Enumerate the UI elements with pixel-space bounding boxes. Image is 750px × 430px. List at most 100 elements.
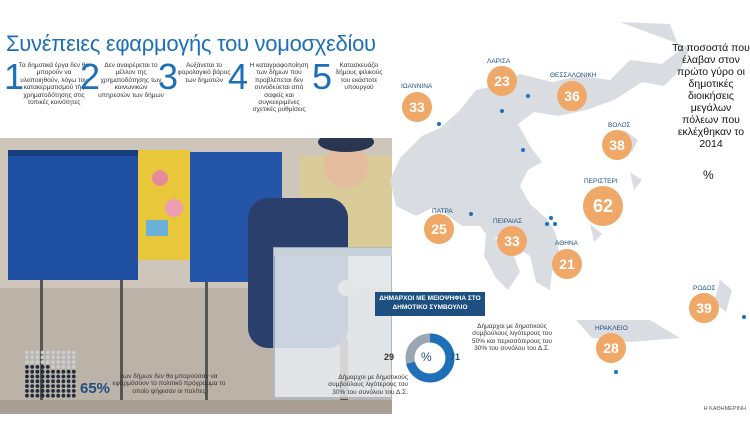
dot-grid-cell bbox=[56, 393, 61, 398]
city-label-piraeus: ΠΕΙΡΑΙΑΣ bbox=[493, 218, 523, 225]
dot-grid-cell bbox=[25, 369, 29, 374]
dot-stat-value: 65% bbox=[80, 380, 111, 397]
location-dot-patra bbox=[469, 212, 473, 216]
dot-grid-cell bbox=[71, 350, 76, 355]
dot-grid-cell bbox=[35, 379, 40, 384]
map-caption: Τα ποσοστά που έλαβαν στον πρώτο γύρο οι… bbox=[672, 42, 750, 150]
donut-segment-major bbox=[405, 333, 455, 383]
step-text: Δεν αναιρέρεται το μέλλον της χρηματοδότ… bbox=[98, 62, 164, 99]
dot-grid-cell bbox=[30, 369, 35, 374]
dot-grid-cell bbox=[30, 393, 35, 398]
step-text: Αυξάνεται το φορολογικό βάρος των δημοτώ… bbox=[177, 62, 231, 84]
dot-grid-cell bbox=[66, 393, 71, 398]
dot-grid-cell bbox=[51, 350, 55, 355]
dot-grid-cell bbox=[71, 384, 76, 388]
dot-grid-cell bbox=[61, 384, 66, 388]
dot-grid-cell bbox=[25, 384, 29, 388]
dot-grid-cell bbox=[66, 355, 71, 360]
step-text: Κατασκευάζει δήμους φιλικούς του εκάστοτ… bbox=[335, 62, 383, 92]
dot-grid-cell bbox=[61, 350, 66, 355]
dot-grid-cell bbox=[56, 360, 61, 364]
dot-grid-cell bbox=[61, 369, 66, 374]
dot-grid-cell bbox=[45, 360, 50, 364]
dot-grid-cell bbox=[51, 355, 55, 360]
dot-grid-cell bbox=[25, 355, 29, 360]
voting-photo bbox=[0, 138, 392, 414]
step-number: 4 bbox=[228, 56, 249, 97]
city-label-peristeri: ΠΕΡΙΣΤΕΡΙ bbox=[584, 178, 618, 185]
dot-grid-cell bbox=[56, 389, 61, 393]
dot-grid-cell bbox=[45, 365, 50, 369]
dot-grid-cell bbox=[45, 350, 50, 355]
dot-grid-cell bbox=[51, 379, 55, 384]
dot-grid-cell bbox=[40, 393, 45, 398]
dot-grid-cell bbox=[56, 374, 61, 379]
dot-grid-cell bbox=[56, 350, 61, 355]
dot-grid-cell bbox=[45, 379, 50, 384]
donut-right-value: 71 bbox=[450, 352, 461, 362]
city-value-piraeus: 33 bbox=[497, 226, 527, 256]
city-value-irakleio: 28 bbox=[596, 333, 626, 363]
dot-grid-cell bbox=[61, 393, 66, 398]
city-value-larisa: 23 bbox=[487, 66, 517, 96]
dot-grid-cell bbox=[25, 360, 29, 364]
step-text: Τα δημοτικά έργα δεν θα μπορούν να υλοπο… bbox=[18, 62, 90, 107]
step-number: 3 bbox=[158, 56, 179, 97]
dot-grid-cell bbox=[45, 369, 50, 374]
dot-grid-cell bbox=[61, 365, 66, 369]
city-value-rodos: 39 bbox=[689, 293, 719, 323]
dot-grid-cell bbox=[45, 374, 50, 379]
dot-grid-cell bbox=[45, 389, 50, 393]
dot-grid-cell bbox=[66, 389, 71, 393]
city-label-rodos: ΡΟΔΟΣ bbox=[693, 285, 716, 292]
credit-text: Η ΚΑΘΗΜΕΡΙΝΗ bbox=[703, 406, 746, 412]
dot-grid-cell bbox=[35, 360, 40, 364]
dot-grid-cell bbox=[40, 389, 45, 393]
dot-grid-cell bbox=[40, 369, 45, 374]
location-dot-rodos bbox=[742, 315, 746, 319]
dot-grid-cell bbox=[35, 389, 40, 393]
donut-chart bbox=[405, 333, 455, 383]
dot-grid-cell bbox=[66, 369, 71, 374]
dot-grid-cell bbox=[66, 374, 71, 379]
dot-grid-cell bbox=[30, 350, 35, 355]
location-dot-peristeri bbox=[549, 216, 553, 220]
dot-grid-cell bbox=[25, 379, 29, 384]
dot-grid-cell bbox=[66, 379, 71, 384]
step-number: 2 bbox=[80, 56, 101, 97]
dot-grid-cell bbox=[40, 360, 45, 364]
dot-grid-cell bbox=[45, 393, 50, 398]
location-dot-piraeus bbox=[545, 222, 549, 226]
dot-grid-cell bbox=[51, 374, 55, 379]
dot-grid-cell bbox=[71, 374, 76, 379]
dot-grid-cell bbox=[71, 369, 76, 374]
dot-grid-cell bbox=[30, 374, 35, 379]
dot-grid-cell bbox=[66, 350, 71, 355]
location-dot-larisa bbox=[500, 109, 504, 113]
dot-grid-cell bbox=[30, 365, 35, 369]
dot-grid-cell bbox=[56, 379, 61, 384]
city-value-peristeri: 62 bbox=[583, 186, 623, 226]
dot-grid-cell bbox=[61, 374, 66, 379]
dot-grid-cell bbox=[51, 369, 55, 374]
dot-grid-cell bbox=[71, 355, 76, 360]
city-label-larisa: ΛΑΡΙΣΑ bbox=[487, 58, 511, 65]
city-value-ioannina: 33 bbox=[402, 92, 432, 122]
dot-grid-cell bbox=[40, 365, 45, 369]
location-dot-athina bbox=[553, 222, 557, 226]
dot-grid-cell bbox=[35, 374, 40, 379]
dot-grid-cell bbox=[56, 369, 61, 374]
dot-grid-cell bbox=[25, 389, 29, 393]
dot-stat-label: των δήμων δεν θα μπορούσαν να εφαρμόσουν… bbox=[112, 373, 226, 395]
dot-grid-cell bbox=[30, 360, 35, 364]
donut-left-label: Δήμαρχοι με δημοτικούς συμβούλους λιγότε… bbox=[328, 374, 408, 396]
dot-grid-cell bbox=[35, 365, 40, 369]
dot-grid-cell bbox=[35, 393, 40, 398]
dot-grid-cell bbox=[40, 355, 45, 360]
city-label-patra: ΠΑΤΡΑ bbox=[432, 208, 453, 215]
dot-grid-cell bbox=[66, 360, 71, 364]
step-text: Η καταγραφοποίηση των δήμων που προβλέπε… bbox=[249, 62, 309, 114]
location-dot-volos bbox=[521, 148, 525, 152]
map-unit: % bbox=[703, 168, 714, 182]
dot-grid-cell bbox=[51, 384, 55, 388]
